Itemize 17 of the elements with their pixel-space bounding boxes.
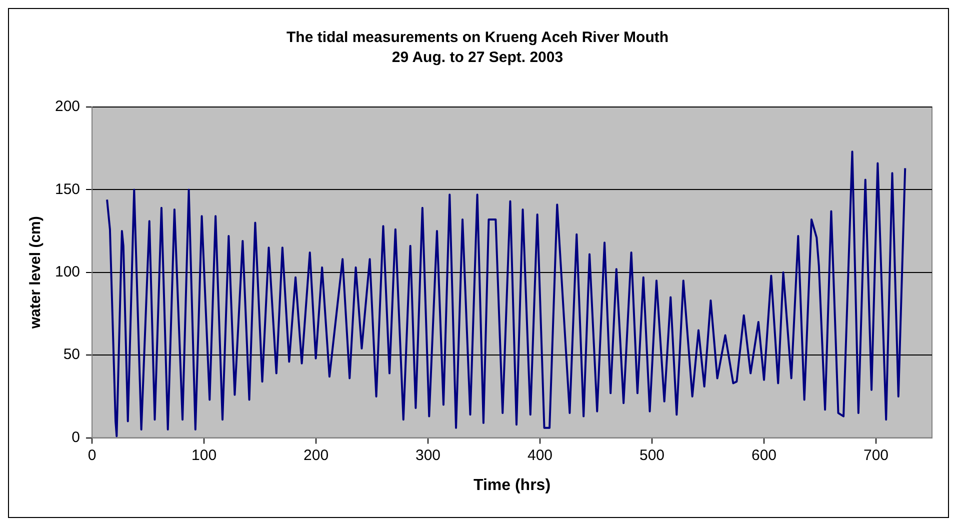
x-tick-label: 400 [527,446,553,464]
y-tick-label: 0 [72,428,80,446]
y-tick-label: 50 [63,346,80,364]
y-axis-title: water level (cm) [27,216,44,330]
x-tick-label: 700 [863,446,889,464]
x-tick-label: 500 [639,446,665,464]
x-tick-label: 0 [88,446,96,464]
y-tick-label: 150 [54,180,80,198]
x-tick-label: 300 [416,446,441,464]
x-tick-label: 100 [192,446,217,464]
y-tick-label: 100 [54,264,80,281]
x-tick-label: 600 [751,446,777,464]
x-axis-title: Time (hrs) [473,476,551,494]
x-tick-label: 200 [304,446,329,464]
chart-subtitle: 29 Aug. to 27 Sept. 2003 [392,49,564,66]
chart-title: The tidal measurements on Krueng Aceh River Mouth [286,29,669,46]
y-tick-label: 200 [54,98,80,116]
